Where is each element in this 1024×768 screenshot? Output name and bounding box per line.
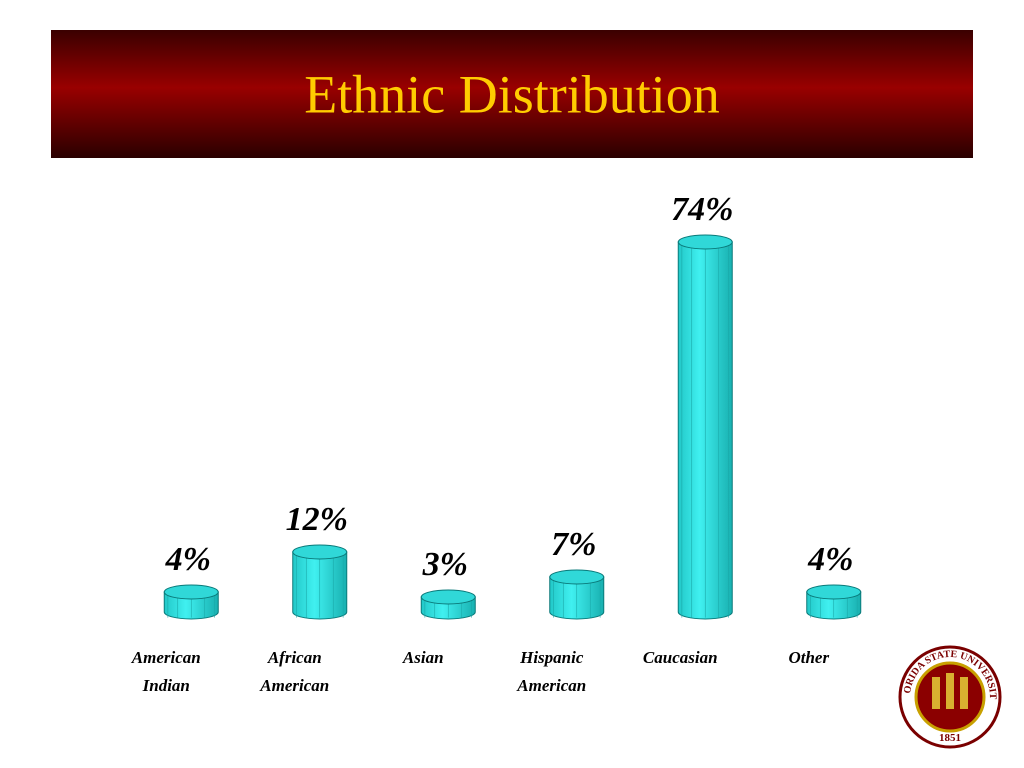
value-label: 4%: [807, 541, 853, 578]
torch: [946, 673, 954, 709]
title-banner: [51, 30, 973, 158]
value-label: 3%: [422, 546, 468, 583]
x-tick-label: Caucasian: [643, 648, 718, 667]
bar-top: [163, 584, 219, 600]
x-tick-label: Other: [788, 648, 829, 667]
value-label: 12%: [286, 501, 348, 538]
value-label: 74%: [671, 191, 733, 228]
x-tick-label: African: [267, 648, 322, 667]
chart-title: Ethnic Distribution: [304, 64, 719, 124]
x-tick-label: American: [131, 648, 201, 667]
bar-top: [420, 589, 476, 605]
torch: [932, 677, 940, 709]
x-tick-label: American: [259, 676, 329, 695]
bar-top: [677, 234, 733, 250]
value-label: 4%: [165, 541, 211, 578]
x-tick-label: Hispanic: [519, 648, 584, 667]
logo: FLORIDA STATE UNIVERSITY 1851: [898, 645, 1002, 749]
x-tick-label: American: [516, 676, 586, 695]
bar-top: [806, 584, 862, 600]
bar-top: [549, 569, 605, 585]
torch: [960, 677, 968, 709]
x-tick-label: Indian: [142, 676, 190, 695]
value-label: 7%: [551, 526, 596, 563]
x-tick-label: Asian: [402, 648, 444, 667]
bar-top: [292, 544, 348, 560]
seal-year: 1851: [939, 732, 961, 744]
